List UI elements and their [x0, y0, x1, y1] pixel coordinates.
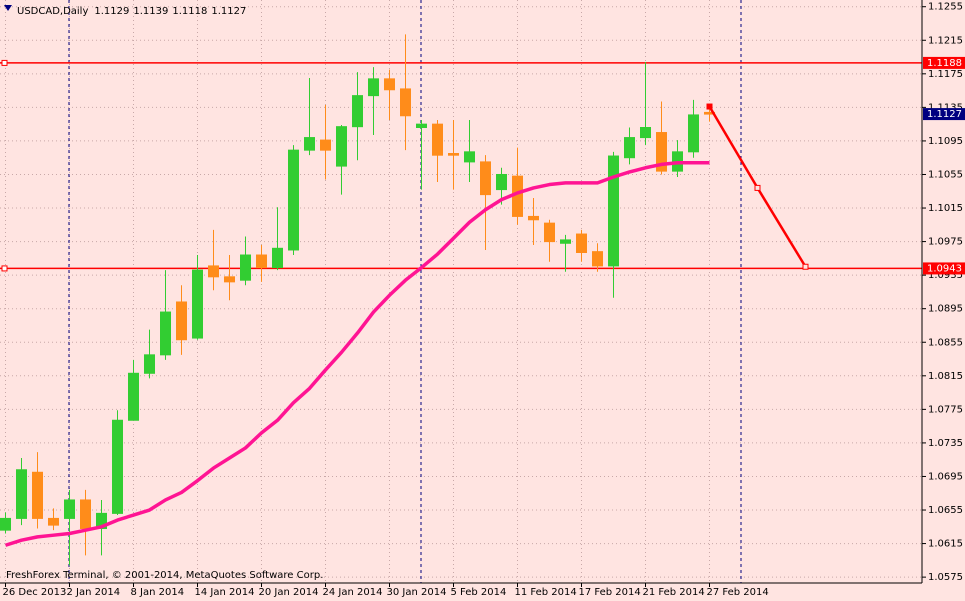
y-tick-label: 1.0575: [928, 572, 963, 583]
y-tick-label: 1.0655: [928, 505, 963, 516]
candle-body: [576, 233, 587, 253]
candle-body: [64, 499, 75, 519]
y-tick-label: 1.0855: [928, 337, 963, 348]
header-close: 1.1127: [211, 6, 246, 17]
x-tick-label: 2 Jan 2014: [67, 587, 121, 598]
y-tick-label: 1.0935: [928, 270, 963, 281]
candle-body: [240, 254, 251, 281]
candle-body: [624, 137, 635, 159]
x-tick-label: 11 Feb 2014: [515, 587, 577, 598]
y-tick-label: 1.0815: [928, 371, 963, 382]
header-low: 1.1118: [172, 6, 207, 17]
candle-body: [608, 155, 619, 267]
candle-body: [496, 173, 507, 191]
candle-body: [32, 471, 43, 519]
candle-body: [416, 123, 427, 129]
x-tick-label: 21 Feb 2014: [643, 587, 705, 598]
y-tick-label: 1.1135: [928, 102, 963, 113]
candle-body: [656, 132, 667, 172]
price-label-box: [923, 108, 965, 121]
chart-header: USDCAD,Daily 1.1129 1.1139 1.1118 1.1127: [17, 6, 246, 17]
candle-body: [0, 517, 11, 531]
header-open: 1.1129: [94, 6, 129, 17]
candle-body: [48, 517, 59, 526]
x-tick-label: 20 Jan 2014: [259, 587, 319, 598]
candle-body: [320, 139, 331, 151]
candle-body: [400, 88, 411, 117]
candle-body: [176, 301, 187, 341]
level-anchor: [1, 59, 8, 66]
plot-area: [0, 0, 922, 583]
x-tick-label: 8 Jan 2014: [131, 587, 185, 598]
candle-body: [208, 265, 219, 278]
candle-body: [384, 78, 395, 91]
candle-body: [192, 269, 203, 339]
candle-body: [592, 251, 603, 267]
candle-body: [544, 222, 555, 243]
candle-body: [128, 372, 139, 421]
candle-body: [160, 311, 171, 356]
header-high: 1.1139: [133, 6, 168, 17]
menu-icon[interactable]: [4, 5, 12, 11]
level-label: 1.0943: [927, 263, 962, 274]
forecast-point: [754, 184, 761, 191]
footer: FreshForex Terminal, © 2001-2014, MetaQu…: [6, 570, 323, 581]
x-tick-label: 26 Dec 2013: [3, 587, 67, 598]
candle-body: [16, 469, 27, 519]
y-tick-label: 1.1175: [928, 69, 963, 80]
grid: [0, 0, 922, 583]
y-tick-label: 1.0735: [928, 438, 963, 449]
x-tick-label: 27 Feb 2014: [707, 587, 769, 598]
y-tick-label: 1.0975: [928, 237, 963, 248]
x-tick-label: 5 Feb 2014: [451, 587, 507, 598]
y-tick-label: 1.1215: [928, 35, 963, 46]
candle-body: [560, 239, 571, 244]
y-tick-label: 1.1055: [928, 169, 963, 180]
y-tick-label: 1.1255: [928, 2, 963, 13]
y-tick-label: 1.1015: [928, 203, 963, 214]
x-tick-label: 30 Jan 2014: [387, 587, 447, 598]
candle-body: [80, 499, 91, 529]
symbol: USDCAD,Daily: [17, 6, 88, 17]
candle-body: [432, 123, 443, 156]
y-tick-label: 1.0895: [928, 304, 963, 315]
candle-body: [112, 419, 123, 514]
candle-body: [640, 127, 651, 139]
candle-body: [352, 95, 363, 128]
candle-body: [256, 254, 267, 269]
candle-body: [144, 354, 155, 374]
level-anchor: [1, 265, 8, 272]
candle-body: [448, 153, 459, 156]
y-tick-label: 1.0695: [928, 471, 963, 482]
candle-body: [224, 276, 235, 283]
candle-body: [272, 247, 283, 269]
candle-body: [368, 78, 379, 97]
candle-body: [304, 137, 315, 151]
candle-body: [480, 161, 491, 196]
x-tick-label: 14 Jan 2014: [195, 587, 255, 598]
y-tick-label: 1.1095: [928, 136, 963, 147]
forecast-point: [706, 103, 713, 110]
y-tick-label: 1.0615: [928, 539, 963, 550]
candle-body: [528, 215, 539, 221]
axes: 1.0575 1.0615 1.0655 1.0695 1.0735 1.0775 1.08…: [3, 2, 965, 598]
x-tick-label: 24 Jan 2014: [323, 587, 383, 598]
candle-body: [288, 149, 299, 251]
level-label: 1.1188: [927, 58, 962, 69]
x-tick-label: 17 Feb 2014: [579, 587, 641, 598]
y-tick-label: 1.0775: [928, 404, 963, 415]
candle-body: [464, 151, 475, 163]
candle-body: [336, 126, 347, 167]
forecast-point: [802, 263, 809, 270]
price-label: 1.1127: [927, 109, 962, 120]
level-label-box: [923, 56, 965, 69]
level-label-box: [923, 262, 965, 275]
candle-body: [688, 114, 699, 153]
moving-average: [4, 160, 710, 547]
